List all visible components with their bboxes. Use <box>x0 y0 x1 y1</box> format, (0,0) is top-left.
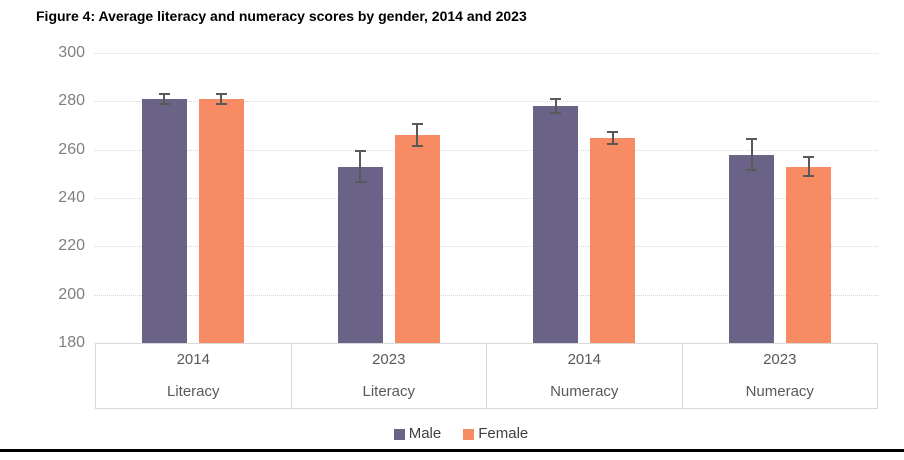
bar-male-2014-numeracy <box>533 106 579 343</box>
y-axis-tick-label: 280 <box>58 92 85 110</box>
error-bar-cap-top <box>746 137 758 140</box>
category-cell: 2023 Literacy <box>290 344 487 408</box>
bar-male-2023-literacy <box>337 166 383 343</box>
bar-male-2023-numeracy <box>729 154 775 343</box>
category-year-label: 2023 <box>763 351 797 368</box>
legend-label: Female <box>478 425 529 442</box>
category-year-label: 2014 <box>176 351 210 368</box>
category-cell: 2023 Numeracy <box>681 344 878 408</box>
gridline <box>95 294 878 296</box>
category-subject-label: Literacy <box>166 383 220 400</box>
category-axis: 2014 Literacy 2023 Literacy 2014 Numeracy 2023… <box>95 343 878 409</box>
gridline <box>95 149 878 151</box>
error-bar-cap-bottom <box>550 112 562 115</box>
bottom-rule <box>0 449 904 452</box>
category-cell: 2014 Numeracy <box>486 344 682 408</box>
error-bar-cap-bottom <box>607 142 619 145</box>
error-bar-cap-top <box>607 130 619 133</box>
error-bar-cap-bottom <box>158 102 170 105</box>
error-bar-cap-top <box>803 155 815 158</box>
legend-label: Male <box>408 425 442 442</box>
error-bar-cap-top <box>550 97 562 100</box>
bar-male-2014-literacy <box>141 98 187 343</box>
error-bar-whisker <box>750 138 753 171</box>
error-bar-cap-top <box>411 123 423 126</box>
gridline <box>95 198 878 199</box>
y-axis-tick-label: 260 <box>58 140 85 158</box>
bar-female-2023-numeracy <box>786 166 832 343</box>
category-cell: 2014 Literacy <box>96 344 291 408</box>
category-subject-label: Literacy <box>362 383 416 400</box>
error-bar-whisker <box>359 150 362 183</box>
error-bar-cap-bottom <box>746 169 758 172</box>
error-bar-cap-bottom <box>215 102 227 105</box>
gridline <box>95 246 878 248</box>
y-axis-tick-label: 300 <box>58 44 85 61</box>
y-axis-tick-label: 200 <box>58 285 85 303</box>
error-bar-whisker <box>416 124 419 147</box>
error-bar-cap-bottom <box>411 145 423 148</box>
bar-female-2014-numeracy <box>590 137 636 343</box>
error-bar-whisker <box>220 94 223 104</box>
error-bar-cap-top <box>215 93 227 96</box>
error-bar-whisker <box>807 156 810 177</box>
y-axis-tick-label: 220 <box>58 237 85 255</box>
error-bar-cap-top <box>354 149 366 152</box>
y-axis-tick-label: 240 <box>58 189 85 206</box>
legend: Male Female <box>36 426 886 442</box>
chart-title: Figure 4: Average literacy and numeracy … <box>36 8 527 24</box>
legend-swatch-icon <box>393 428 405 440</box>
error-bar-cap-bottom <box>803 175 815 178</box>
error-bar-whisker <box>163 94 166 104</box>
gridline <box>95 53 878 54</box>
error-bar-whisker <box>611 131 614 144</box>
error-bar-cap-top <box>158 93 170 96</box>
y-axis-tick-label: 180 <box>58 334 85 351</box>
gridline <box>95 101 878 103</box>
legend-swatch-icon <box>463 428 475 440</box>
bar-female-2023-literacy <box>394 135 440 343</box>
bar-female-2014-literacy <box>198 98 244 343</box>
category-year-label: 2014 <box>567 351 601 368</box>
category-year-label: 2023 <box>372 351 406 368</box>
error-bar-cap-bottom <box>354 181 366 184</box>
legend-item-female: Female <box>463 426 528 442</box>
category-subject-label: Numeracy <box>745 383 814 400</box>
category-subject-label: Numeracy <box>550 383 619 400</box>
error-bar-whisker <box>554 98 557 114</box>
legend-item-male: Male <box>393 425 442 442</box>
